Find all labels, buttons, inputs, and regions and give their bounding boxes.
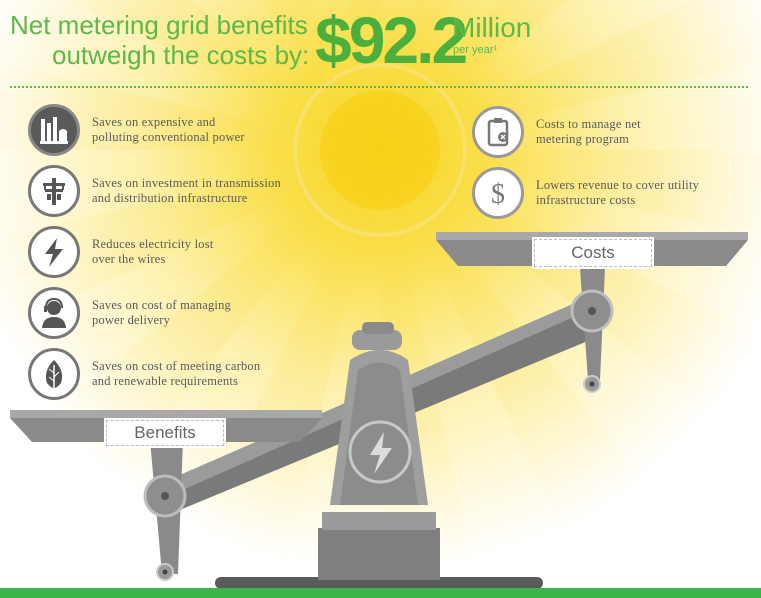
- benefit-line2: over the wires: [92, 252, 166, 266]
- benefit-item-line-losses: Reduces electricity lost over the wires: [28, 226, 312, 278]
- factory-icon: [28, 104, 80, 156]
- cost-line1: Lowers revenue to cover utility: [536, 178, 700, 192]
- benefit-line1: Saves on cost of managing: [92, 298, 232, 312]
- cost-line2: infrastructure costs: [536, 193, 636, 207]
- sun-core: [320, 90, 440, 210]
- sun-ray: [380, 150, 761, 454]
- svg-text:$: $: [491, 179, 505, 210]
- cost-item-program-management: Costs to manage net metering program: [472, 106, 756, 158]
- costs-label: Costs: [532, 237, 654, 269]
- cost-line2: metering program: [536, 132, 630, 146]
- dollar-icon: $: [472, 167, 524, 219]
- sun-ray: [0, 63, 380, 150]
- benefit-item-transmission: Saves on investment in transmission and d…: [28, 165, 312, 217]
- scale-base: [215, 577, 543, 589]
- sun-ray: [0, 150, 380, 333]
- benefit-line2: polluting conventional power: [92, 130, 245, 144]
- dotted-divider: [10, 86, 748, 88]
- benefit-line1: Reduces electricity lost: [92, 237, 214, 251]
- power-pole-icon: [28, 165, 80, 217]
- sun-ray: [0, 150, 380, 598]
- leaf-icon: [28, 348, 80, 400]
- sun-ray: [380, 150, 761, 237]
- operator-headset-icon: [28, 287, 80, 339]
- sun-ray: [380, 0, 569, 150]
- sun-ray: [380, 0, 761, 150]
- benefit-line1: Saves on cost of meeting carbon: [92, 359, 261, 373]
- benefit-line1: Saves on investment in transmission: [92, 176, 281, 190]
- scale-pedestal: [318, 528, 440, 580]
- scale-top-knob: [352, 330, 402, 350]
- headline-unit: Million: [452, 12, 532, 43]
- cost-line1: Costs to manage net: [536, 117, 641, 131]
- clipboard-icon: [472, 106, 524, 158]
- ground-strip: [0, 588, 761, 598]
- headline-line1: Net metering grid benefits: [10, 10, 308, 40]
- benefit-line1: Saves on expensive and: [92, 115, 216, 129]
- headline-line2: outweigh the costs by:: [52, 40, 310, 70]
- benefit-line2: and renewable requirements: [92, 374, 239, 388]
- benefit-line2: power delivery: [92, 313, 171, 327]
- sun-ray: [68, 0, 380, 150]
- headline-amount: $92.2: [315, 3, 468, 77]
- cost-item-lower-revenue: $ Lowers revenue to cover utility infrast…: [472, 167, 756, 219]
- benefits-label: Benefits: [104, 418, 226, 448]
- benefit-line2: and distribution infrastructure: [92, 191, 248, 205]
- benefit-item-carbon-requirements: Saves on cost of meeting carbon and renew…: [28, 348, 312, 400]
- benefit-item-power-delivery: Saves on cost of managing power delivery: [28, 287, 312, 339]
- scale-lightning-icon: [370, 432, 392, 474]
- lightning-icon: [28, 226, 80, 278]
- headline-period: per year¹: [453, 44, 498, 56]
- sun-ray: [345, 0, 380, 150]
- benefit-item-conventional-power: Saves on expensive and polluting conventi…: [28, 104, 312, 156]
